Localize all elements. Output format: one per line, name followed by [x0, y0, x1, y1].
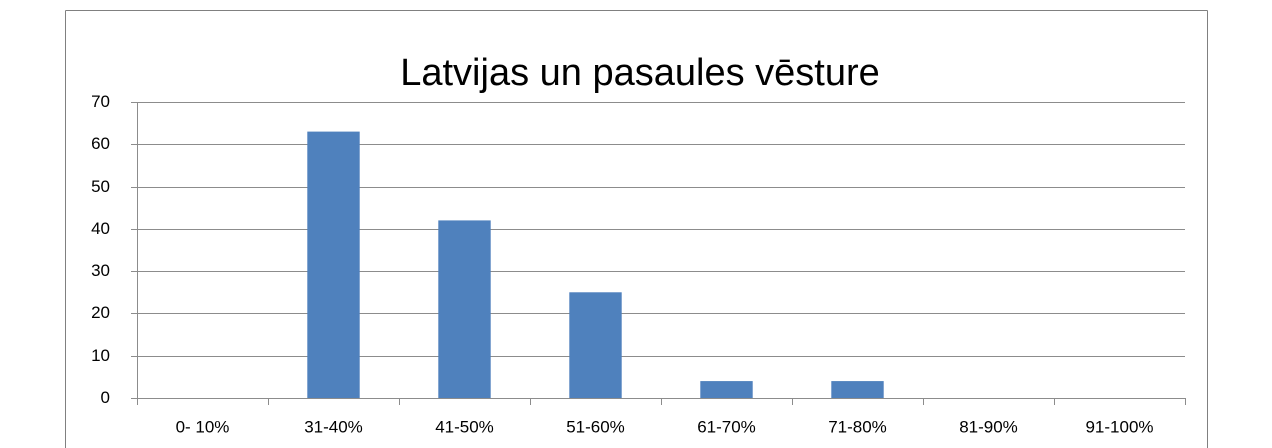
bar	[831, 381, 884, 398]
y-tick-label: 40	[91, 219, 110, 238]
bar	[438, 220, 491, 398]
x-tick-label: 81-90%	[959, 417, 1018, 436]
y-tick-label: 30	[91, 261, 110, 280]
x-tick-label: 71-80%	[828, 417, 887, 436]
chart-title: Latvijas un pasaules vēsture	[400, 52, 880, 94]
y-tick-label: 20	[91, 303, 110, 322]
y-tick-label: 10	[91, 346, 110, 365]
bar	[307, 131, 360, 398]
x-tick-label: 91-100%	[1085, 417, 1153, 436]
x-tick-label: 51-60%	[566, 417, 625, 436]
y-tick-label: 50	[91, 177, 110, 196]
y-tick-label: 0	[101, 388, 110, 407]
x-tick-label: 0- 10%	[176, 417, 230, 436]
x-tick-label: 61-70%	[697, 417, 756, 436]
y-tick-label: 70	[91, 92, 110, 111]
x-tick-label: 41-50%	[435, 417, 494, 436]
bar	[700, 381, 753, 398]
bar	[569, 292, 622, 398]
y-tick-label: 60	[91, 134, 110, 153]
x-tick-label: 31-40%	[304, 417, 363, 436]
